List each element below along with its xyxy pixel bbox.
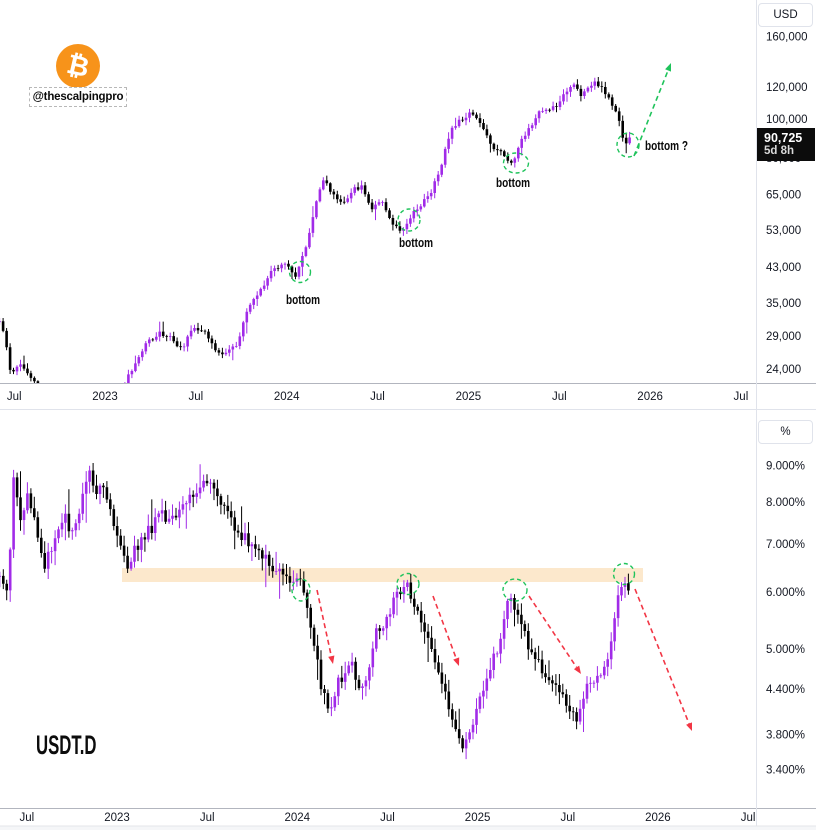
down-candle-wicks (2, 77, 627, 383)
bottom-annotation-label: bottom ? (645, 138, 688, 153)
x-axis-tick-label: 2024 (274, 391, 300, 403)
watermark-handle-text: @thescalpingpro (32, 91, 124, 103)
bottom-marker-circle (612, 562, 636, 586)
x-axis-tick-label: 2026 (637, 391, 663, 403)
x-axis-tick-label: 2025 (456, 391, 482, 403)
green-trend-arrow (633, 70, 669, 157)
up-candle-bodies (0, 470, 627, 749)
red-arrowhead (328, 655, 335, 664)
bottom-annotation-label: bottom (286, 292, 320, 307)
down-candle-bodies (1, 81, 628, 383)
x-axis-tick-label: 2026 (645, 812, 671, 824)
y-axis-tick-label: 35,000 (766, 298, 801, 310)
percent-unit-label: % (780, 426, 791, 438)
x-axis-tick-label: Jul (370, 391, 385, 403)
up-candle-bodies (0, 81, 631, 383)
x-axis-tick-label: Jul (380, 812, 395, 824)
down-candle-bodies (2, 470, 630, 749)
y-axis-tick-label: 8.000% (766, 497, 805, 509)
y-axis-tick-label: 65,000 (766, 190, 801, 202)
red-trend-arrow (432, 595, 457, 659)
x-axis-tick-label: Jul (7, 391, 22, 403)
bottom-marker-circle (502, 578, 528, 602)
y-axis-tick-label: 160,000 (766, 32, 808, 44)
y-axis-tick-label: 100,000 (766, 114, 808, 126)
y-axis-tick-label: 3.800% (766, 730, 805, 742)
red-trend-arrow (316, 589, 333, 657)
footer-strip (0, 826, 816, 830)
y-axis-tick-label: 29,000 (766, 331, 801, 343)
price-scale-unit-button-percent[interactable]: % (758, 420, 813, 444)
last-price-tag: 90,725 5d 8h (757, 128, 815, 161)
bottom-marker-circle (396, 572, 420, 596)
red-arrowhead (573, 665, 581, 674)
x-axis-tick-label: Jul (560, 812, 575, 824)
x-axis-tick-label: 2023 (92, 391, 118, 403)
resistance-zone-band (122, 568, 643, 582)
watermark-handle: @thescalpingpro (29, 87, 127, 107)
usd-unit-label: USD (773, 9, 798, 21)
y-axis-tick-label: 24,000 (766, 364, 801, 376)
y-axis-tick-label: 120,000 (766, 82, 808, 94)
bar-countdown: 5d 8h (764, 145, 795, 157)
btc-usd-panel[interactable] (0, 77, 631, 440)
bottom-marker-circle (291, 578, 311, 602)
x-axis-tick-label: Jul (200, 812, 215, 824)
y-axis-tick-label: 5.000% (766, 644, 805, 656)
up-candle-wicks (0, 464, 626, 760)
last-price-value: 90,725 (764, 131, 803, 145)
red-trend-arrow (528, 595, 578, 668)
x-axis-tick-label: Jul (741, 812, 756, 824)
up-candle-wicks (0, 77, 631, 383)
red-arrowhead (453, 657, 460, 666)
bottom-annotation-label: bottom (496, 175, 530, 190)
x-axis-tick-label: Jul (552, 391, 567, 403)
y-axis-tick-label: 3.400% (766, 765, 805, 777)
bitcoin-icon: ₿ (56, 44, 100, 88)
y-axis-tick-label: 7.000% (766, 539, 805, 551)
bottom-marker-circle (397, 208, 421, 232)
x-axis-tick-label: Jul (188, 391, 203, 403)
bitcoin-glyph: ₿ (63, 48, 93, 84)
x-axis-tick-label: 2023 (104, 812, 130, 824)
red-arrowhead (686, 722, 692, 731)
green-arrowhead (665, 63, 671, 72)
y-axis-tick-label: 53,000 (766, 225, 801, 237)
x-axis-tick-label: 2024 (285, 812, 311, 824)
y-axis-tick-label: 9.000% (766, 460, 805, 472)
bottom-marker-circle (288, 260, 312, 284)
down-candle-wicks (2, 463, 629, 753)
symbol-label-usdtd: USDT.D (36, 730, 97, 760)
y-axis-tick-label: 4.400% (766, 684, 805, 696)
bottom-annotation-label: bottom (399, 235, 433, 250)
price-scale-unit-button-usd[interactable]: USD (758, 3, 813, 27)
y-axis-tick-label: 6.000% (766, 587, 805, 599)
y-axis-tick-label: 43,000 (766, 262, 801, 274)
x-axis-tick-label: 2025 (465, 812, 491, 824)
x-axis-tick-label: Jul (19, 812, 34, 824)
red-trend-arrow (634, 588, 690, 724)
x-axis-tick-label: Jul (734, 391, 749, 403)
bottom-marker-circle (502, 152, 530, 174)
